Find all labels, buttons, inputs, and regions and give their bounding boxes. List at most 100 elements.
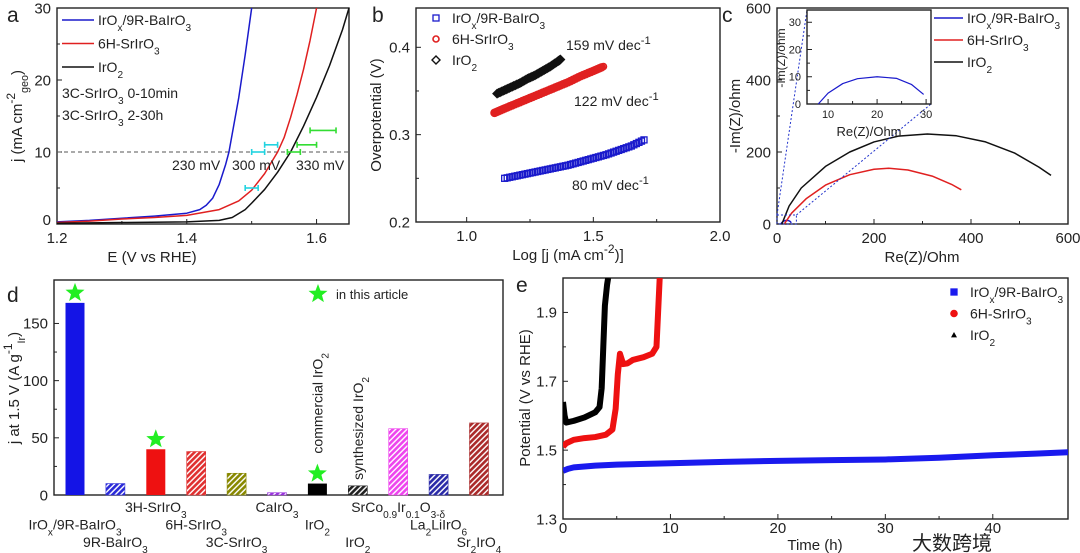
y-tick-label: 10	[789, 72, 801, 84]
legend-text: 3C-SrIrO3 2-30h	[62, 107, 163, 129]
y-tick-label: 1.9	[536, 305, 557, 322]
tafel-slope-annotation: 80 mV dec-1	[572, 175, 649, 193]
x-tick-label: 30	[877, 520, 894, 537]
legend-label: 6H-SrIrO3	[98, 36, 160, 58]
y-axis-label: j at 1.5 V (A g-1Ir)	[1, 332, 28, 445]
plot-frame	[562, 277, 1069, 520]
panel-letter: e	[516, 274, 528, 297]
plot-frame	[53, 279, 504, 496]
y-tick-label: 1.3	[536, 511, 557, 528]
category-label: 3H-SrIrO3	[125, 499, 187, 521]
legend-text: 3C-SrIrO3 0-10min	[62, 85, 178, 107]
bar	[105, 483, 126, 496]
zoom-connector	[796, 103, 932, 216]
zoom-region	[776, 214, 797, 225]
x-axis-label: Log [j (mA cm-2)]	[512, 242, 624, 264]
zoom-connector	[776, 9, 808, 216]
legend-label: IrOx/9R-BaIrO3	[967, 10, 1061, 32]
y-axis-label: Potential (V vs RHE)	[517, 329, 534, 467]
category-label: 6H-SrIrO3	[165, 517, 227, 539]
plot-frame	[806, 9, 932, 105]
x-tick-label: 20	[770, 520, 787, 537]
x-axis-label: E (V vs RHE)	[107, 249, 196, 266]
panel-c-inset: 0 10 20 30 10 20 30 Re(Z)/Ohm -Im(Z)/ohm	[774, 9, 932, 139]
y-tick-label: 0	[795, 99, 801, 111]
data-point	[599, 62, 608, 71]
x-axis-label: Time (h)	[787, 537, 842, 553]
category-label: IrO2	[305, 517, 330, 539]
x-tick-label: 0	[559, 520, 567, 537]
category-label: 9R-BaIrO3	[83, 534, 148, 553]
legend-label: 6H-SrIrO3	[967, 32, 1029, 54]
bar	[428, 474, 449, 496]
panel-letter: c	[722, 4, 733, 27]
x-tick-label: 1.4	[176, 230, 197, 247]
series-line	[56, 7, 350, 225]
panel-b: 0.2 0.3 0.4 1.0 1.5 2.0 Log [j (mA cm-2)] Overp…	[368, 7, 731, 264]
series-line	[781, 133, 1052, 225]
overpotential-annotation: 230 mV	[172, 157, 221, 173]
legend-marker	[950, 288, 958, 296]
bar	[186, 451, 206, 496]
bar	[307, 483, 327, 495]
series-line	[563, 278, 663, 449]
x-tick-label: 2.0	[710, 228, 731, 245]
overpotential-annotation: 330 mV	[296, 157, 345, 173]
legend-label: IrOx/9R-BaIrO3	[98, 12, 192, 34]
x-tick-label: 0	[773, 230, 781, 247]
inset-y-axis-label: -Im(Z)/ohm	[774, 28, 788, 87]
legend-marker	[950, 309, 958, 318]
y-tick-label: 0.2	[389, 214, 410, 231]
legend-marker	[432, 14, 440, 22]
y-tick-label: 400	[746, 72, 771, 89]
legend-label: IrOx/9R-BaIrO3	[970, 284, 1064, 306]
y-tick-label: 10	[34, 144, 51, 161]
legend-star-icon	[308, 284, 328, 303]
y-tick-label: 150	[23, 316, 48, 333]
bar	[469, 422, 489, 496]
panel-e: 1.3 1.5 1.7 1.9 0 10 20 30 40 Time (h) Potential (…	[517, 277, 1069, 553]
y-tick-label: 30	[789, 17, 801, 29]
y-tick-label: 0.3	[389, 127, 410, 144]
plot-background	[807, 10, 931, 104]
y-tick-label: 30	[34, 0, 51, 17]
x-tick-label: 40	[984, 520, 1001, 537]
data-point	[640, 136, 648, 144]
y-tick-label: 1.5	[536, 442, 557, 459]
y-axis-label: Overpotential (V)	[368, 58, 385, 171]
panel-letter: d	[7, 284, 19, 307]
x-axis-label: Re(Z)/Ohm	[885, 249, 960, 266]
legend-label: in this article	[336, 287, 408, 302]
y-axis-label: j (mA cm-2geo)	[4, 70, 31, 163]
series-line	[56, 7, 253, 223]
x-tick-label: 1.0	[456, 228, 477, 245]
x-tick-label: 1.2	[47, 230, 68, 247]
x-tick-label: 10	[662, 520, 679, 537]
y-tick-label: 20	[34, 72, 51, 89]
x-tick-label: 10	[822, 109, 834, 121]
plot-frame	[776, 7, 1069, 225]
x-tick-label: 200	[861, 230, 886, 247]
bar	[267, 492, 287, 496]
y-tick-label: 600	[746, 0, 771, 17]
series-line	[56, 7, 318, 224]
y-tick-label: 0.4	[389, 40, 410, 57]
overpotential-annotation: 300 mV	[232, 157, 281, 173]
series-line	[563, 449, 1068, 474]
legend-label: IrO2	[452, 52, 477, 74]
x-tick-label: 1.5	[583, 228, 604, 245]
watermark: 大数跨境	[912, 532, 992, 553]
star-icon	[65, 282, 85, 301]
panel-a: 0 10 20 30 1.2 1.4 1.6 E (V vs RHE) j (mA cm-2ge…	[4, 0, 350, 266]
series-group	[563, 278, 1068, 474]
y-tick-label: 0	[763, 216, 771, 233]
y-tick-label: 0	[43, 212, 51, 229]
category-label: SrCo0.9Ir0.1O3-δ	[351, 499, 445, 521]
x-tick-label: 1.6	[306, 230, 327, 247]
plot-frame	[56, 7, 350, 225]
legend-label: 6H-SrIrO3	[970, 306, 1032, 328]
y-tick-label: 200	[746, 144, 771, 161]
category-label: IrOx/9R-BaIrO3	[28, 517, 122, 539]
